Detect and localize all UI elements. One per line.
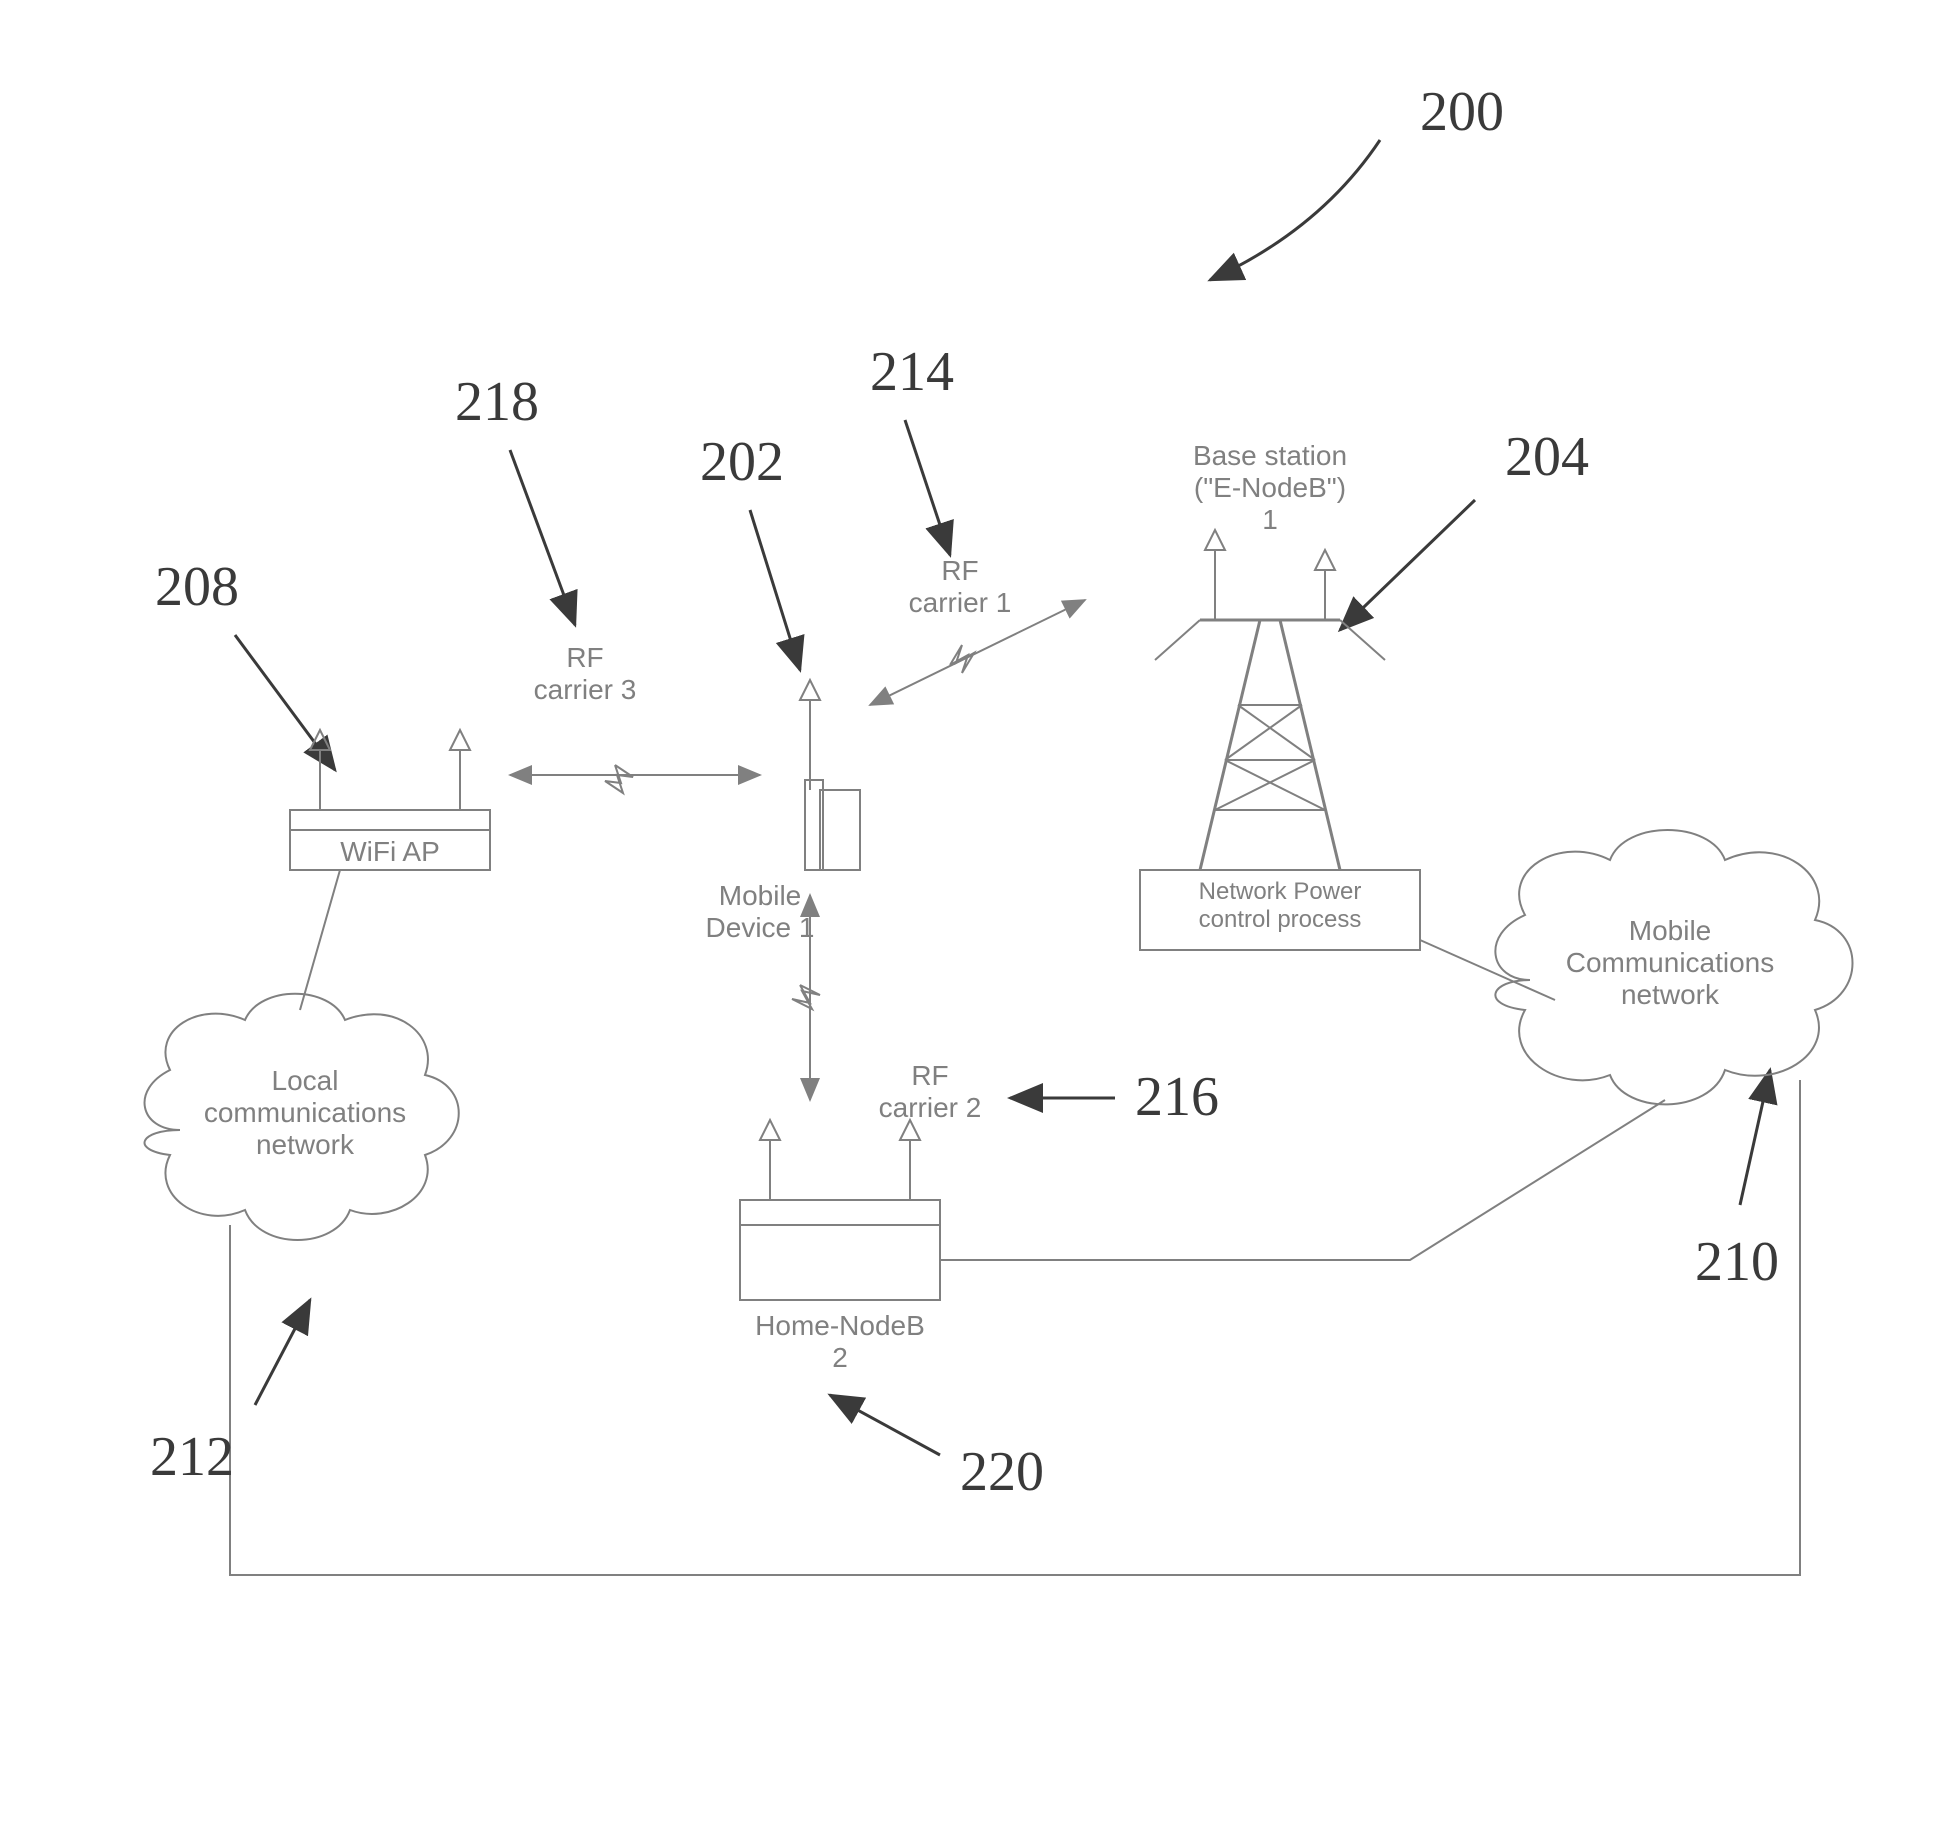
local-network-l1: Local (272, 1065, 339, 1096)
mobile-network-label: Mobile Communications network (1540, 915, 1800, 1012)
ref-200: 200 (1420, 80, 1504, 144)
leader-214 (905, 420, 950, 555)
leader-212 (255, 1300, 310, 1405)
base-station-label-l1: Base station (1193, 440, 1347, 471)
mobile-device-label-l2: Device 1 (706, 912, 815, 943)
rf1-l2: carrier 1 (909, 587, 1012, 618)
mobile-device-label-l1: Mobile (719, 880, 801, 911)
wire-basestation-mobilenet (1420, 940, 1555, 1000)
leader-218 (510, 450, 575, 625)
rf3-l1: RF (566, 642, 603, 673)
local-network-label: Local communications network (185, 1065, 425, 1162)
base-station-label-l3: 1 (1262, 504, 1278, 535)
diagram-canvas: 200 218 214 202 204 208 216 210 212 220 … (0, 0, 1960, 1834)
local-network-l3: network (256, 1129, 354, 1160)
ref-202: 202 (700, 430, 784, 494)
rf-link-3 (510, 765, 760, 793)
ref-208: 208 (155, 555, 239, 619)
ref-204: 204 (1505, 425, 1589, 489)
ref-212: 212 (150, 1425, 234, 1489)
rf2-label: RF carrier 2 (850, 1060, 1010, 1124)
home-nodeb-icon (740, 1120, 940, 1300)
base-station-box-l2: control process (1199, 906, 1362, 933)
ref-218: 218 (455, 370, 539, 434)
rf3-label: RF carrier 3 (510, 642, 660, 706)
rf1-label: RF carrier 1 (890, 555, 1030, 619)
mobile-device-icon (800, 680, 860, 870)
rf1-l1: RF (941, 555, 978, 586)
mobile-network-l3: network (1621, 979, 1719, 1010)
rf3-l2: carrier 3 (534, 674, 637, 705)
base-station-label: Base station ("E-NodeB") 1 (1160, 440, 1380, 537)
base-station-label-l2: ("E-NodeB") (1194, 472, 1346, 503)
home-nodeb-label: Home-NodeB 2 (720, 1310, 960, 1374)
local-network-l2: communications (204, 1097, 406, 1128)
leader-200 (1210, 140, 1380, 280)
base-station-box-label: Network Power control process (1150, 878, 1410, 933)
ref-214: 214 (870, 340, 954, 404)
home-nodeb-label-l1: Home-NodeB (755, 1310, 925, 1341)
rf2-l2: carrier 2 (879, 1092, 982, 1123)
wire-homenodeb-mobilenet (940, 1100, 1665, 1260)
mobile-device-label: Mobile Device 1 (680, 880, 840, 944)
ref-216: 216 (1135, 1065, 1219, 1129)
leader-210 (1740, 1070, 1770, 1205)
leader-220 (830, 1395, 940, 1455)
mobile-network-l2: Communications (1566, 947, 1775, 978)
leader-202 (750, 510, 800, 670)
ref-210: 210 (1695, 1230, 1779, 1294)
rf2-l1: RF (911, 1060, 948, 1091)
base-station-box-l1: Network Power (1199, 878, 1362, 905)
mobile-network-l1: Mobile (1629, 915, 1711, 946)
ref-220: 220 (960, 1440, 1044, 1504)
wifi-ap-label: WiFi AP (320, 836, 460, 868)
home-nodeb-label-l2: 2 (832, 1342, 848, 1373)
wire-wifi-localnet (300, 870, 340, 1010)
